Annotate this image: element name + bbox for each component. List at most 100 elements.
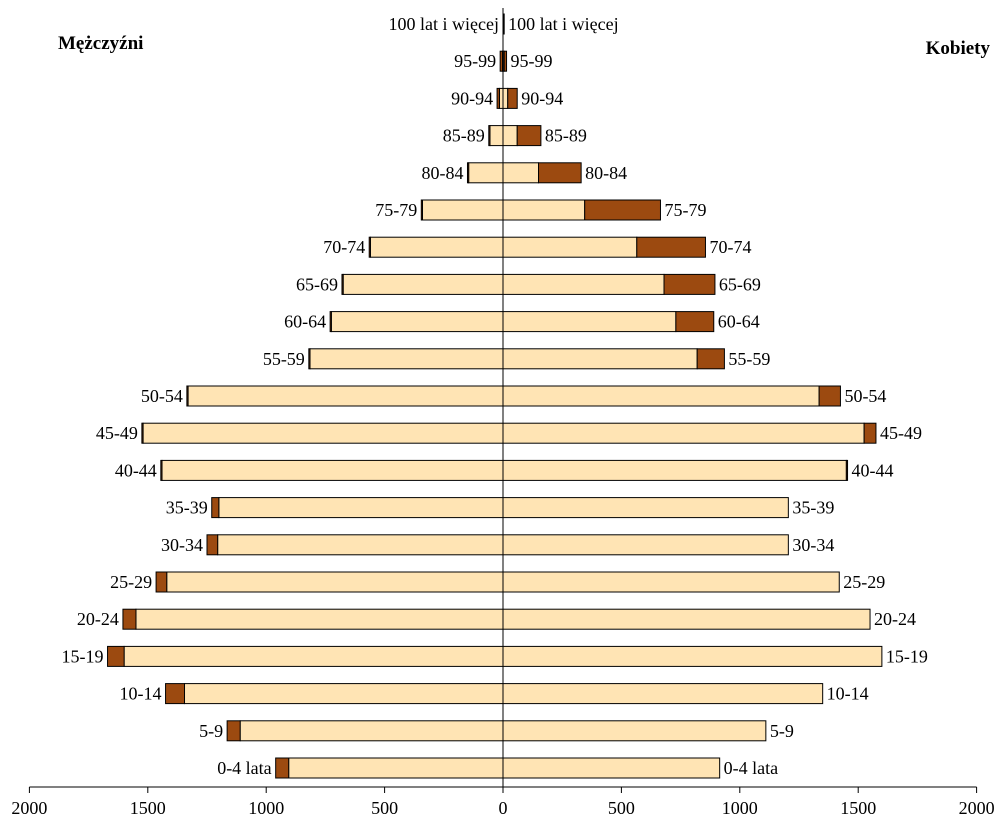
bar-right-base [502,422,865,444]
bar-right-base [502,645,883,667]
bar-left-base [489,125,504,147]
x-tick-label: 500 [608,798,635,818]
category-label-left: 80-84 [421,163,463,183]
category-label-right: 75-79 [664,200,706,220]
x-tick-label: 1500 [840,798,876,818]
bar-right-base [502,87,509,109]
bar-left-base [239,720,504,742]
bar-right-base [502,459,847,481]
category-label-right: 10-14 [827,684,869,704]
bar-right-base [502,162,540,184]
bar-left-overlay [122,608,137,630]
category-label-left: 100 lat i więcej [389,14,499,34]
bar-left-base [217,534,504,556]
bar-left-overlay [141,422,144,444]
bar-right-base [502,236,638,258]
bar-left-base [309,348,504,370]
category-label-right: 15-19 [886,646,928,666]
bar-left-overlay [308,348,311,370]
bar-left-base [369,236,504,258]
x-tick-label: 1000 [722,798,758,818]
bar-left-overlay [499,50,504,72]
category-label-left: 85-89 [443,126,485,146]
bar-right-overlay [696,348,725,370]
category-label-right: 85-89 [545,126,587,146]
category-label-right: 0-4 lata [724,758,778,778]
category-label-right: 80-84 [585,163,627,183]
bar-left-overlay [466,162,470,184]
category-label-left: 15-19 [62,646,104,666]
x-tick-label: 1000 [248,798,284,818]
bar-left-overlay [488,125,491,147]
bar-left-base [166,571,504,593]
category-label-left: 5-9 [199,721,223,741]
category-label-left: 55-59 [263,349,305,369]
bar-left-overlay [107,645,125,667]
x-tick-label: 500 [371,798,398,818]
bar-left-overlay [165,683,186,705]
bar-right-overlay [818,385,841,407]
category-label-left: 0-4 lata [217,758,271,778]
bar-left-base [142,422,504,444]
left-side-title: Mężczyźni [58,33,144,54]
category-label-right: 50-54 [844,386,886,406]
category-label-right: 35-39 [792,498,834,518]
bar-right-base [502,571,840,593]
category-label-right: 55-59 [728,349,770,369]
bar-left-overlay [420,199,423,221]
category-label-right: 100 lat i więcej [508,14,618,34]
bar-left-base [123,645,504,667]
bar-right-base [502,385,820,407]
category-label-right: 90-94 [521,88,563,108]
bar-right-overlay [502,13,505,35]
bar-left-base [468,162,504,184]
bar-right-overlay [507,87,518,109]
category-label-left: 45-49 [96,423,138,443]
category-label-right: 95-99 [511,51,553,71]
bar-right-base [502,311,677,333]
bar-left-overlay [186,385,189,407]
bar-right-overlay [636,236,706,258]
bar-left-overlay [226,720,241,742]
category-label-right: 65-69 [719,274,761,294]
bar-left-overlay [275,757,290,779]
bar-right-overlay [516,125,542,147]
bar-left-base [330,311,504,333]
category-label-left: 70-74 [323,237,365,257]
category-label-left: 90-94 [451,88,493,108]
category-label-left: 40-44 [115,460,157,480]
category-label-left: 65-69 [296,274,338,294]
category-label-right: 5-9 [770,721,794,741]
category-label-left: 35-39 [166,498,208,518]
category-label-left: 10-14 [120,684,162,704]
bar-right-base [502,125,518,147]
bar-left-overlay [206,534,219,556]
bar-left-base [218,497,504,519]
bar-left-overlay [496,87,500,109]
bar-left-overlay [160,459,163,481]
category-label-right: 45-49 [880,423,922,443]
bar-right-base [502,720,767,742]
category-label-left: 30-34 [161,535,203,555]
category-label-right: 40-44 [852,460,894,480]
bar-right-overlay [845,459,849,481]
bar-right-base [502,757,721,779]
bar-left-overlay [211,497,220,519]
bar-left-base [135,608,504,630]
bar-right-overlay [863,422,877,444]
category-label-right: 25-29 [843,572,885,592]
bar-left-base [161,459,504,481]
bar-right-base [502,348,698,370]
bar-right-base [502,608,871,630]
bar-right-base [502,683,824,705]
x-tick-label: 2000 [11,798,47,818]
category-label-right: 30-34 [792,535,834,555]
bar-right-base [502,534,789,556]
category-label-left: 60-64 [284,312,326,332]
category-label-left: 20-24 [77,609,119,629]
bar-left-base [421,199,504,221]
x-tick-label: 2000 [959,798,995,818]
bar-right-overlay [538,162,582,184]
x-tick-label: 0 [499,798,508,818]
